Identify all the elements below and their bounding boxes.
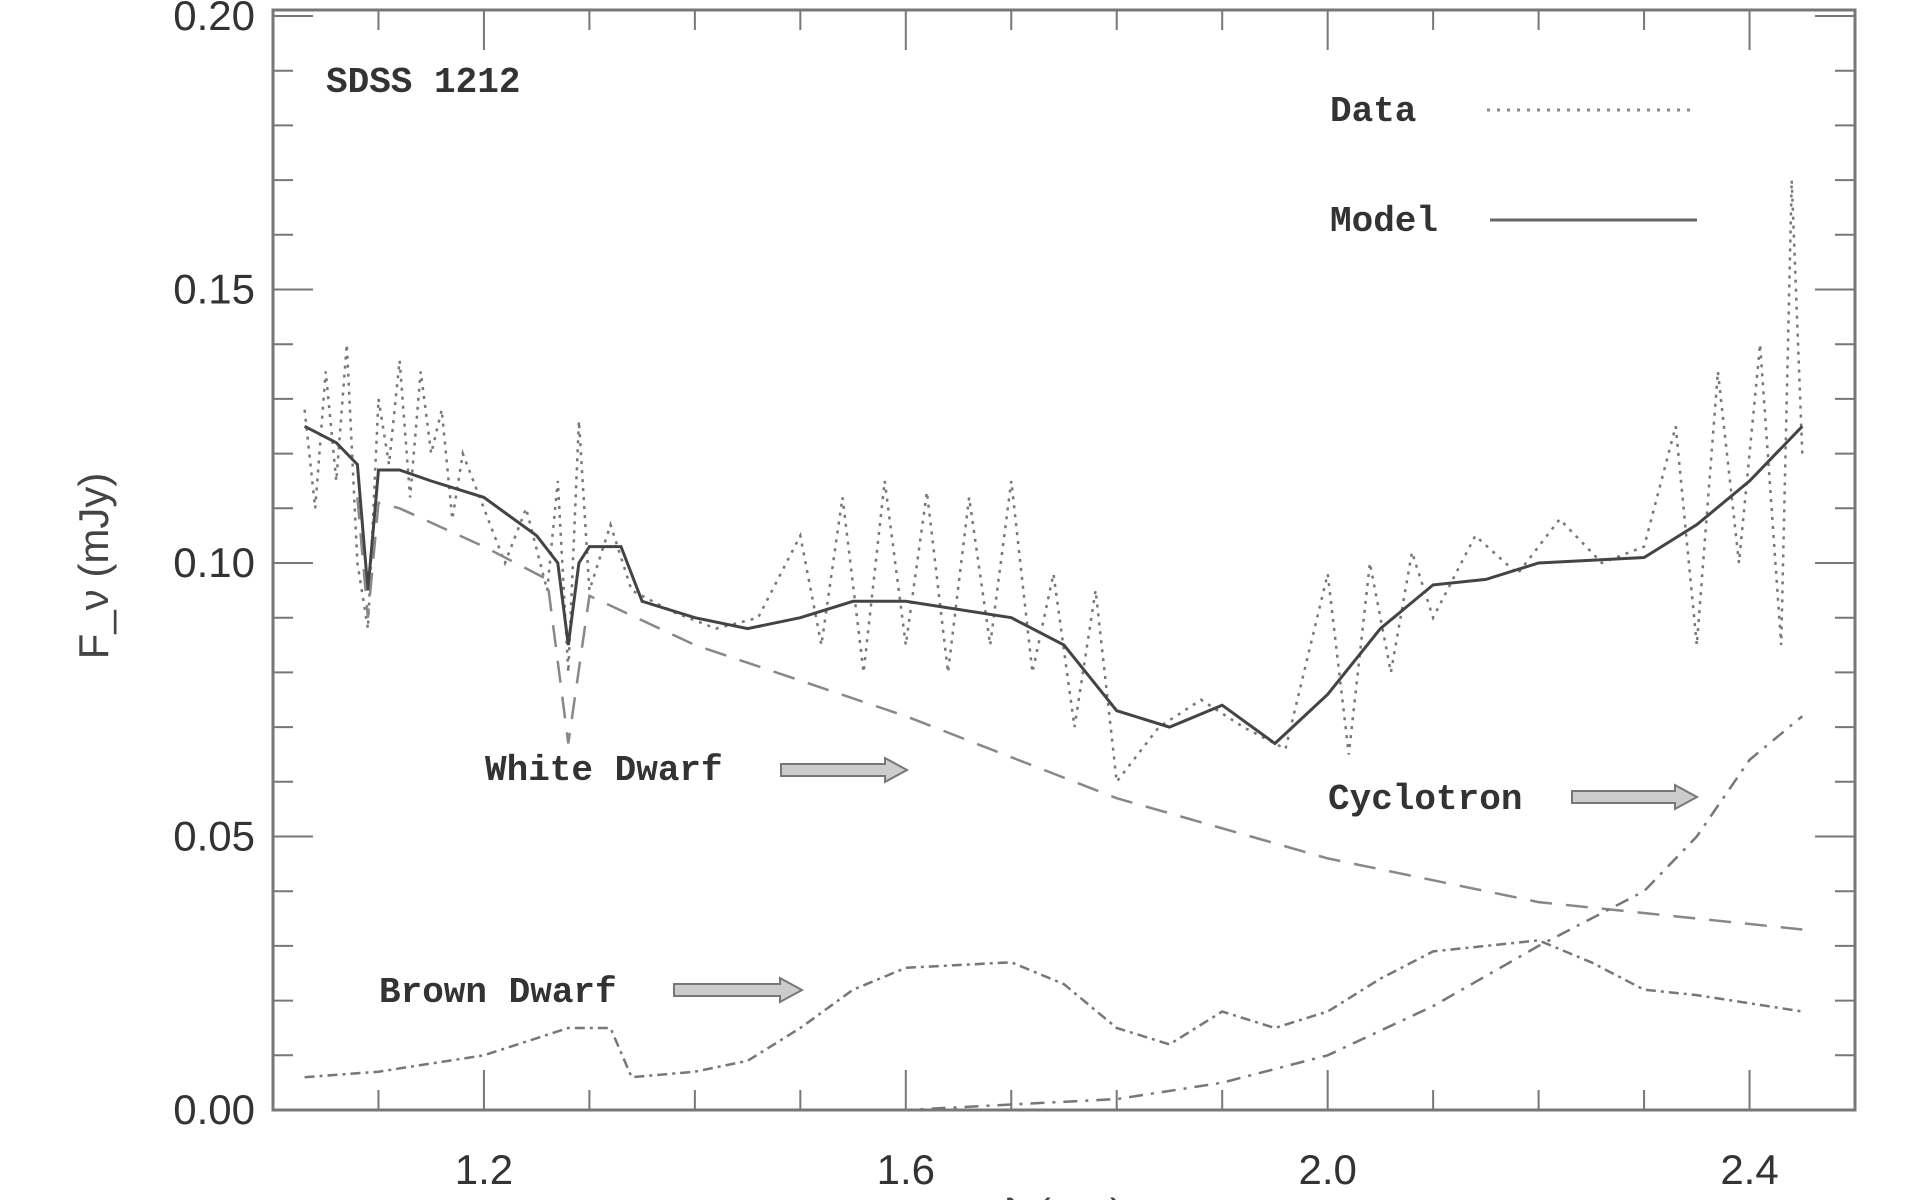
y-tick-label: 0.05 [173, 813, 255, 860]
series-line-dash-dot [304, 715, 1804, 1112]
y-tick-label: 0.10 [173, 539, 255, 586]
annotation-cyclotron: Cyclotron [1328, 779, 1522, 820]
series-line-model [303, 424, 1804, 746]
series-line-dash-dot-noisy [304, 939, 1803, 1079]
axis-ticks [272, 10, 1856, 1111]
x-tick-label: 1.2 [455, 1146, 513, 1193]
legend-label-model: Model [1330, 201, 1438, 242]
series-line-data [303, 180, 1804, 786]
y-tick-label: 0.00 [173, 1086, 255, 1133]
x-tick-labels: 1.2 1.6 2.0 2.4 [455, 1146, 1779, 1193]
plot-frame [271, 8, 1857, 1112]
legend-label-data: Data [1330, 91, 1416, 132]
annotation-white-dwarf: White Dwarf [485, 750, 723, 791]
arrow-icon [1571, 783, 1700, 811]
x-tick-label: 2.4 [1720, 1146, 1778, 1193]
y-tick-label: 0.15 [173, 266, 255, 313]
series-line-dashed [356, 497, 1803, 931]
y-tick-labels: 0.00 0.05 0.10 0.15 0.20 [173, 0, 255, 1133]
series-lines [303, 180, 1804, 1112]
y-tick-label: 0.20 [173, 0, 255, 39]
y-axis-label: F_ν (mJy) [70, 473, 117, 660]
x-tick-label: 2.0 [1298, 1146, 1356, 1193]
arrow-icon [780, 756, 910, 784]
arrow-icon [673, 976, 805, 1004]
chart-title: SDSS 1212 [326, 62, 520, 103]
x-tick-label: 1.6 [877, 1146, 935, 1193]
x-axis-label: λ (μm) [1004, 1190, 1124, 1200]
annotation-brown-dwarf: Brown Dwarf [379, 972, 617, 1013]
